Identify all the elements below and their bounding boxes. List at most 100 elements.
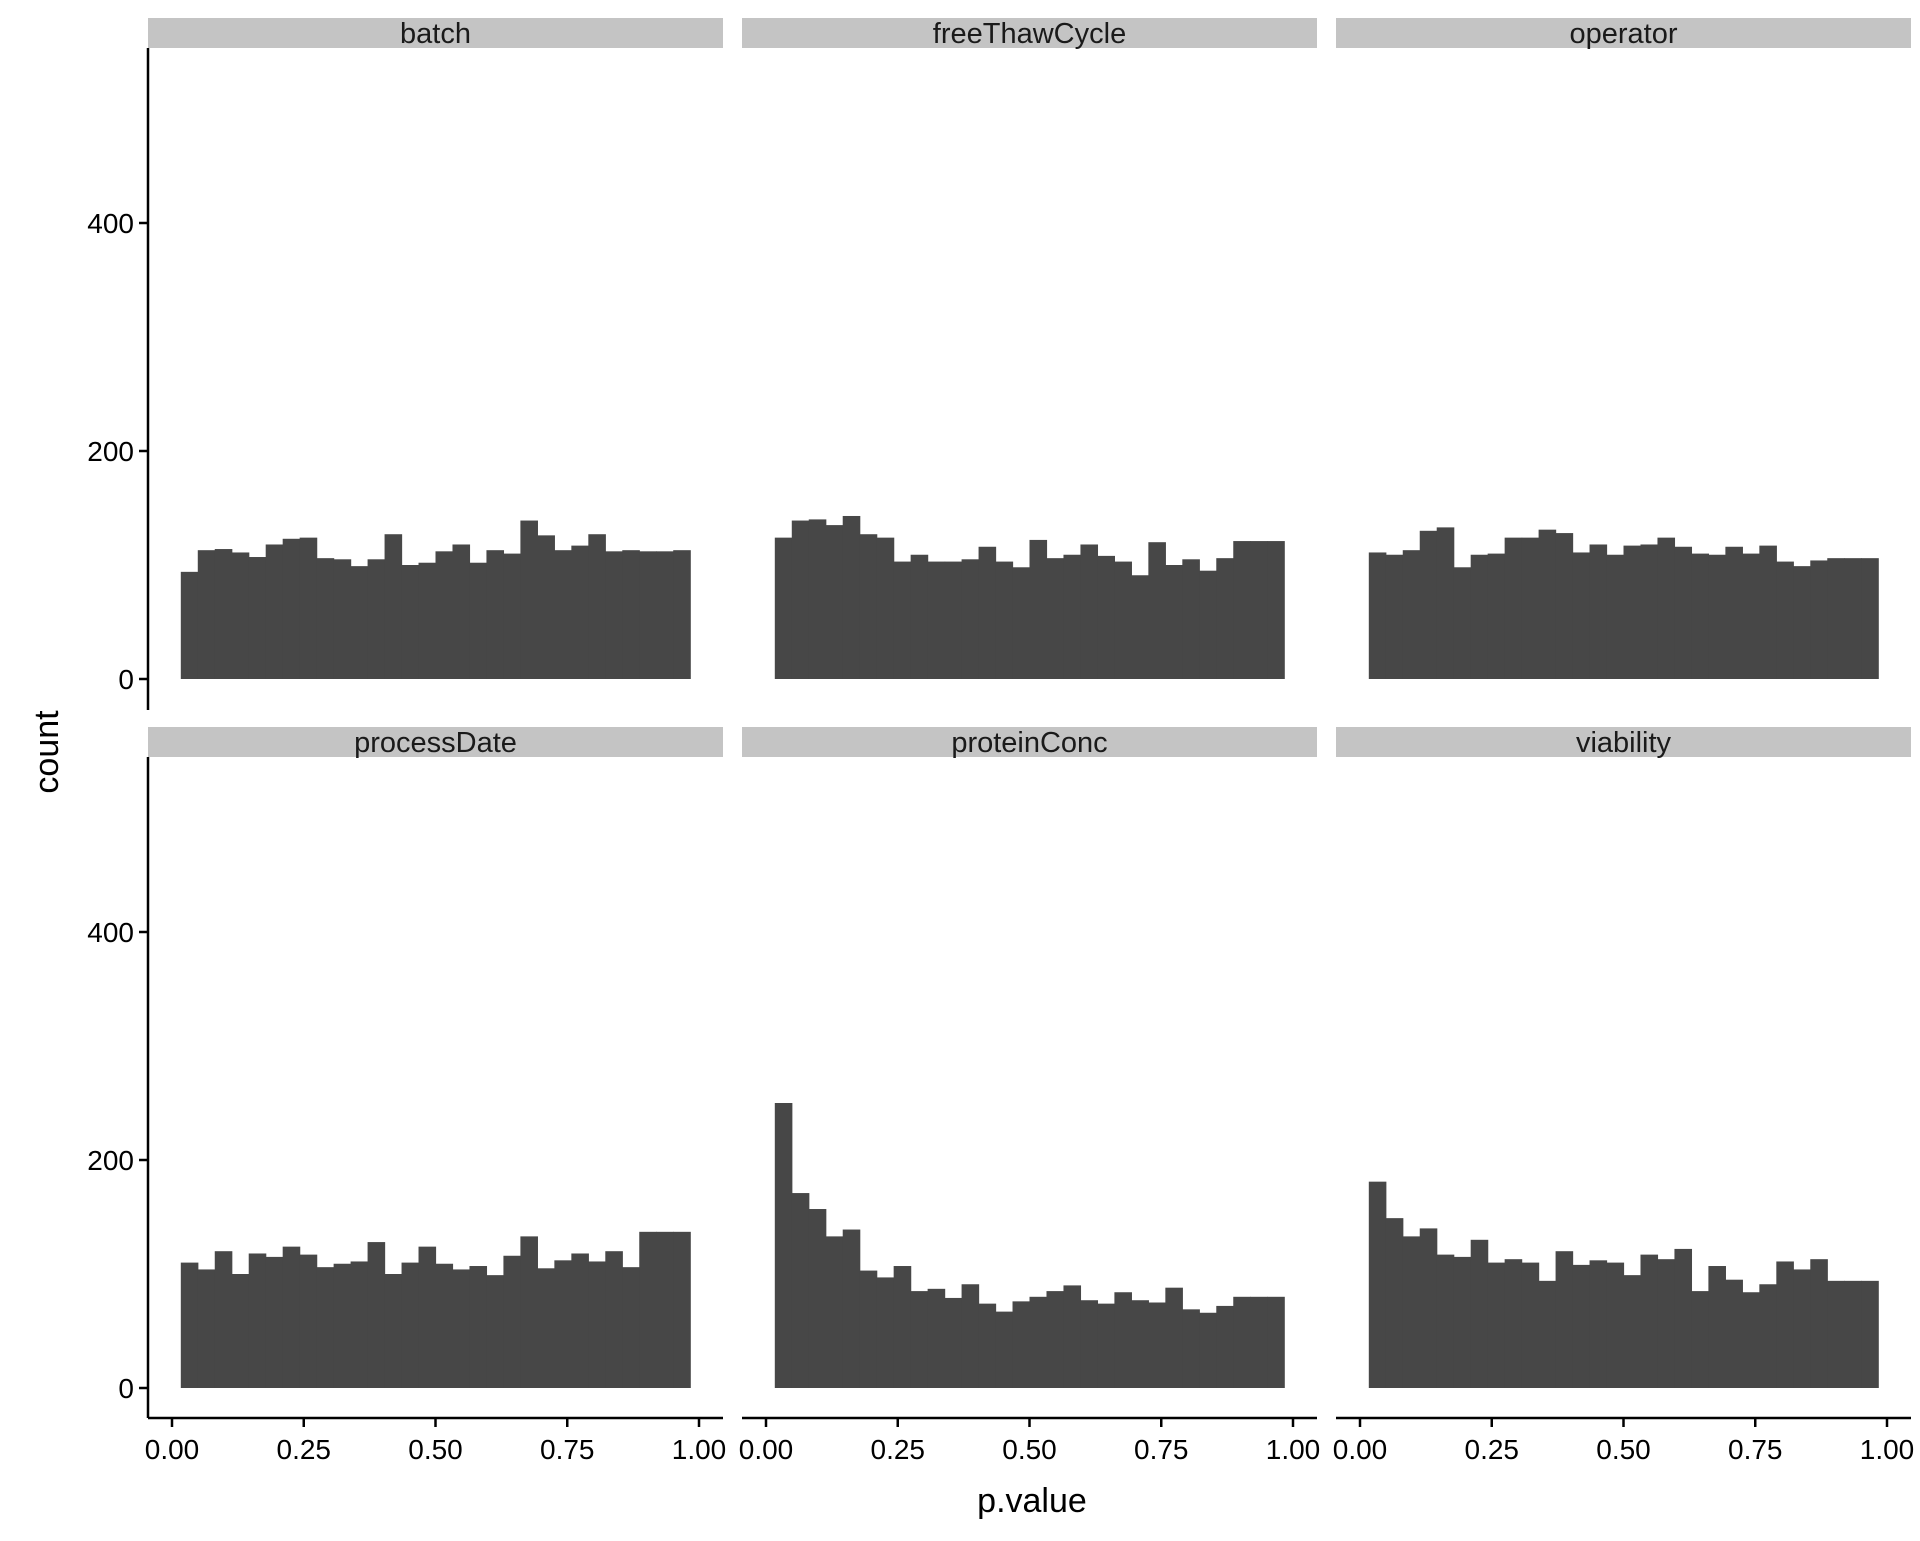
histogram-bar: [503, 1255, 521, 1388]
histogram-bar: [1250, 541, 1268, 679]
histogram-bar: [1080, 544, 1099, 679]
histogram-bar: [1759, 545, 1777, 679]
histogram-bar: [1623, 545, 1642, 679]
histogram-bar: [248, 1253, 267, 1388]
histogram-bar: [1538, 529, 1557, 679]
histogram-bar: [1148, 542, 1166, 679]
histogram-bar: [859, 1270, 878, 1388]
histogram-bar: [1861, 558, 1879, 679]
x-tick-label: 0.50: [1002, 1434, 1057, 1465]
facet-label-freeThawCycle: freeThawCycle: [933, 18, 1126, 50]
histogram-bar: [1742, 553, 1760, 679]
histogram-bar: [1844, 1280, 1862, 1388]
histogram-bar: [588, 534, 606, 679]
histogram-bar: [1114, 561, 1132, 679]
histogram-bar: [214, 549, 233, 679]
histogram-bar: [808, 519, 827, 679]
y-axis-title: count: [28, 710, 66, 794]
histogram-bar: [893, 1266, 912, 1388]
histogram-bar: [1657, 1259, 1676, 1388]
histogram-bar: [673, 1231, 691, 1388]
histogram-bar: [469, 1266, 488, 1388]
histogram-bar: [1776, 561, 1794, 679]
histogram-bar: [367, 1242, 386, 1388]
histogram-bar: [944, 1297, 963, 1388]
facet-strip-operator: [1336, 18, 1911, 48]
histogram-bar: [1725, 546, 1743, 679]
x-tick-label: 0.00: [739, 1434, 794, 1465]
histogram-bar: [961, 559, 980, 679]
histogram-bar: [588, 1261, 606, 1388]
facet-label-processDate: processDate: [354, 727, 517, 759]
histogram-bar: [1216, 558, 1234, 679]
histogram-bar: [927, 561, 946, 679]
histogram-bar: [1810, 560, 1828, 679]
histogram-bar: [927, 1288, 946, 1388]
histogram-bar: [1131, 575, 1149, 679]
histogram-bar: [656, 551, 674, 679]
facet-label-batch: batch: [400, 18, 471, 50]
histogram-bar: [1114, 1292, 1132, 1388]
x-axis-title: p.value: [977, 1482, 1087, 1520]
histogram-bar: [774, 1103, 793, 1388]
histogram-bar: [367, 559, 386, 679]
y-tick-label: 0: [118, 1373, 134, 1404]
histogram-bar: [1504, 537, 1523, 679]
histogram-bar: [1250, 1296, 1268, 1388]
histogram-bar: [1267, 541, 1285, 679]
histogram-bar: [248, 557, 267, 679]
x-tick-label: 0.50: [1596, 1434, 1651, 1465]
histogram-bar: [554, 550, 572, 679]
histogram-bar: [1708, 1266, 1726, 1388]
histogram-bar: [1793, 1269, 1811, 1388]
histogram-bar: [1368, 1181, 1387, 1388]
histogram-bar: [486, 1275, 505, 1388]
histogram-bar: [1233, 1296, 1251, 1388]
histogram-bar: [197, 550, 216, 679]
histogram-bar: [1742, 1292, 1760, 1388]
histogram-bar: [673, 550, 691, 679]
histogram-bar: [452, 544, 471, 679]
histogram-bar: [1691, 1291, 1709, 1388]
histogram-bar: [944, 561, 963, 679]
histogram-bar: [231, 1274, 250, 1388]
histogram-bar: [316, 558, 335, 679]
histogram-bar: [1487, 553, 1506, 679]
histogram-bar: [469, 562, 488, 679]
histogram-bar: [876, 537, 895, 679]
histogram-bar: [1691, 553, 1709, 679]
histogram-bar: [656, 1231, 674, 1388]
histogram-bar: [1165, 1287, 1183, 1388]
histogram-bar: [1810, 1259, 1828, 1388]
histogram-bar: [1148, 1302, 1166, 1388]
histogram-bar: [1487, 1262, 1506, 1388]
histogram-bar: [1080, 1300, 1099, 1388]
histogram-bar: [1436, 1254, 1455, 1388]
x-tick-label: 0.75: [1134, 1434, 1189, 1465]
facet-strip-batch: [148, 18, 723, 48]
histogram-bar: [622, 1267, 640, 1388]
histogram-bar: [1046, 558, 1065, 679]
histogram-bar: [639, 551, 657, 679]
histogram-bar: [231, 552, 250, 679]
histogram-bar: [622, 550, 640, 679]
histogram-bar: [1063, 1285, 1082, 1388]
histogram-bar: [1182, 1309, 1200, 1388]
histogram-bar: [537, 535, 555, 679]
histogram-bar: [1504, 1259, 1523, 1388]
histogram-bar: [1589, 544, 1608, 679]
histogram-bar: [350, 1261, 369, 1388]
histogram-bar: [299, 1254, 318, 1388]
histogram-bar: [1470, 1239, 1489, 1388]
x-tick-label: 1.00: [1266, 1434, 1321, 1465]
histogram-bar: [1012, 567, 1031, 679]
histogram-bar: [1131, 1300, 1149, 1388]
histogram-bar: [571, 545, 589, 679]
histogram-bar: [1182, 559, 1200, 679]
histogram-bar: [1674, 1248, 1693, 1388]
histogram-bar: [1402, 1236, 1421, 1388]
histogram-bar: [910, 554, 929, 679]
histogram-bar: [774, 537, 793, 679]
histogram-bar: [842, 1229, 861, 1388]
